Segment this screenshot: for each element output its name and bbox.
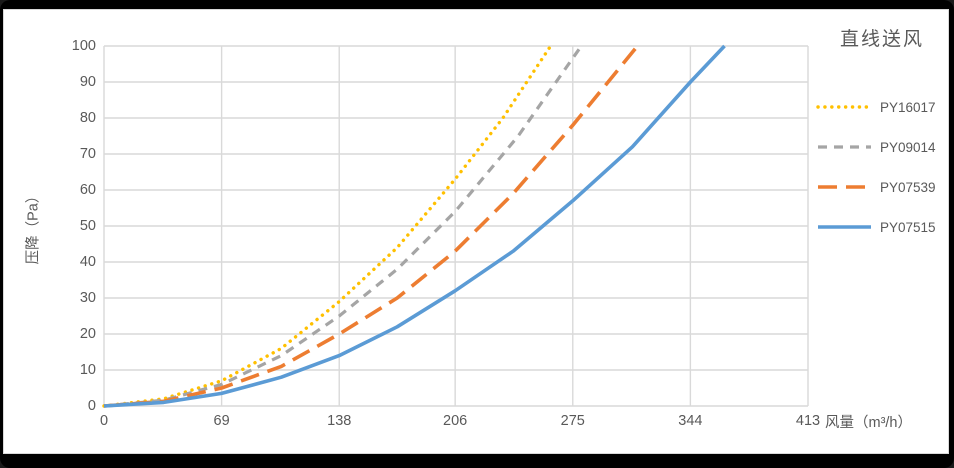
- x-tick-label: 344: [678, 413, 703, 429]
- legend-item-PY09014: PY09014: [816, 127, 950, 167]
- y-tick-label: 0: [87, 398, 96, 414]
- y-tick-label: 40: [79, 254, 96, 270]
- series-line-PY07539: [103, 44, 639, 408]
- legend-line-sample-icon: [816, 105, 873, 109]
- series-line-PY07515: [103, 44, 726, 408]
- x-tick-label: 206: [443, 413, 468, 429]
- x-tick-label: 413: [795, 413, 821, 429]
- y-tick-label: 70: [79, 146, 96, 162]
- y-tick-label: 60: [79, 182, 96, 198]
- legend-line-sample-icon: [818, 185, 871, 189]
- legend-label: PY07515: [880, 219, 936, 235]
- y-tick-label: 10: [79, 362, 96, 378]
- x-axis-title: 风量（m³/h）: [825, 415, 912, 431]
- x-tick-label: 138: [327, 413, 352, 429]
- chart-title: 直线送风: [839, 29, 924, 50]
- y-tick-label: 90: [79, 74, 96, 90]
- legend-line-sample-icon: [818, 145, 871, 149]
- x-tick-label: 69: [213, 413, 230, 429]
- y-axis-title: 压降（Pa）: [25, 188, 42, 265]
- legend-label: PY16017: [880, 99, 936, 115]
- series-line-PY16017: [102, 44, 553, 408]
- y-tick-label: 80: [79, 110, 96, 126]
- line-chart[interactable]: 直线送风 压降（Pa） 风量（m³/h） PY16017 PY09014 PY075…: [3, 9, 949, 454]
- x-tick-label: 0: [99, 413, 109, 429]
- plot-area: [102, 44, 809, 408]
- y-tick-label: 20: [79, 326, 96, 342]
- y-tick-label: 50: [79, 218, 96, 234]
- y-tick-label: 100: [71, 38, 96, 54]
- legend: PY16017 PY09014 PY07539 PY07515: [816, 87, 950, 247]
- legend-item-PY07515: PY07515: [816, 207, 950, 247]
- legend-item-PY07539: PY07539: [816, 167, 950, 207]
- legend-label: PY09014: [880, 139, 936, 155]
- legend-item-PY16017: PY16017: [816, 87, 950, 127]
- y-tick-label: 30: [79, 290, 96, 306]
- series-line-PY09014: [103, 45, 583, 408]
- legend-line-sample-icon: [818, 225, 871, 229]
- x-tick-label: 275: [560, 413, 585, 429]
- legend-label: PY07539: [880, 179, 936, 195]
